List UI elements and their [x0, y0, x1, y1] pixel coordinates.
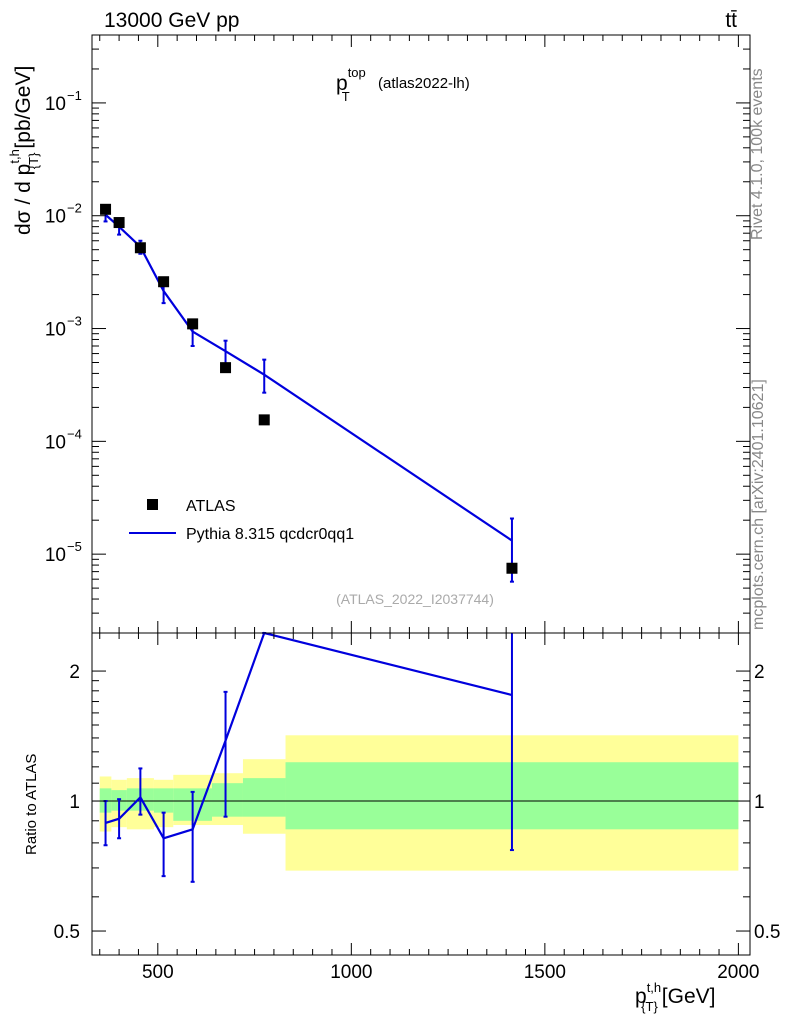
ratio-y-tick-label-left: 0.5	[54, 922, 80, 943]
main-y-tick-label: 10	[45, 320, 66, 341]
main-y-tick-label: 10	[45, 545, 66, 566]
main-title: ptop T	[336, 65, 366, 104]
atlas-data-point	[258, 414, 270, 426]
ratio-y-tick-label-right: 2	[754, 662, 765, 683]
x-tick-label: 500	[142, 962, 174, 983]
ratio-y-tick-label-right: 0.5	[754, 922, 780, 943]
ratio-y-axis-label: Ratio to ATLAS	[23, 754, 40, 855]
x-axis-label: pt,h {T} [GeV]	[635, 980, 715, 1014]
ratio-panel-frame	[91, 632, 751, 956]
legend-pythia-label: Pythia 8.315 qcdcr0qq1	[186, 526, 354, 543]
atlas-data-point	[506, 562, 518, 574]
x-tick-label: 1000	[330, 962, 372, 983]
main-y-tick-exponent: −2	[67, 201, 82, 216]
rivet-label: Rivet 4.1.0, 100k events	[749, 68, 766, 240]
ratio-band-green	[242, 778, 286, 817]
ratio-series-layer	[103, 631, 514, 883]
legend-atlas-label: ATLAS	[186, 498, 236, 515]
process-label: tt̄	[725, 9, 737, 32]
atlas-data-point	[220, 362, 232, 374]
ratio-y-tick-label-left: 1	[69, 792, 80, 813]
main-panel-frame	[91, 34, 751, 634]
ratio-y-tick-label-left: 2	[69, 662, 80, 683]
atlas-data-point	[158, 276, 170, 288]
ratio-y-tick-label-right: 1	[754, 792, 765, 813]
main-y-tick-exponent: −4	[67, 426, 82, 441]
energy-label: 13000 GeV pp	[104, 9, 239, 32]
legend-atlas-marker	[147, 499, 158, 510]
main-y-axis-label: dσ / d pt,h {T}[pb/GeV]	[7, 66, 41, 235]
main-title-suffix: (atlas2022-lh)	[378, 75, 470, 92]
main-y-tick-label: 10	[45, 207, 66, 228]
x-tick-label: 1500	[524, 962, 566, 983]
atlas-data-point	[113, 217, 125, 229]
atlas-data-point	[134, 242, 146, 254]
main-y-tick-exponent: −5	[67, 539, 82, 554]
mcplots-label: mcplots.cern.ch [arXiv:2401.10621]	[750, 379, 767, 630]
ratio-band-green	[153, 788, 174, 813]
atlas-data-point	[187, 318, 199, 330]
main-y-tick-exponent: −1	[67, 88, 82, 103]
pythia-main-line	[104, 213, 513, 542]
main-y-tick-label: 10	[45, 94, 66, 115]
main-y-tick-exponent: −3	[67, 314, 82, 329]
ratio-band-green	[211, 783, 243, 817]
analysis-id-label: (ATLAS_2022_I2037744)	[336, 591, 494, 607]
pythia-ratio-line	[105, 631, 513, 840]
x-tick-label: 2000	[717, 962, 759, 983]
main-series-layer	[100, 203, 518, 583]
main-y-tick-label: 10	[45, 432, 66, 453]
atlas-data-point	[100, 203, 112, 215]
ratio-uncertainty-bands	[99, 735, 739, 871]
